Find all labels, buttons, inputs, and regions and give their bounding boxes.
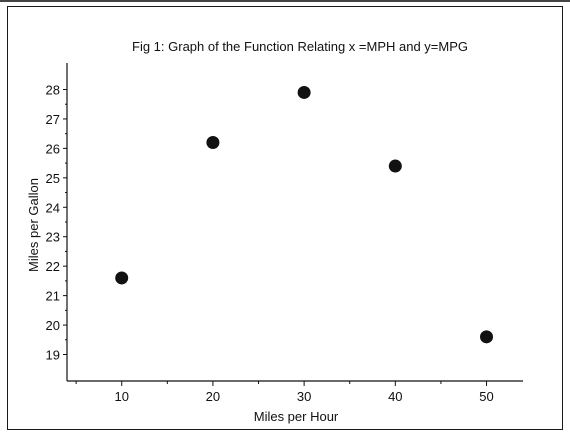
y-axis-label: Miles per Gallon (26, 178, 41, 272)
top-border-line (0, 0, 570, 2)
y-tick-label: 19 (46, 348, 60, 363)
x-tick-label: 20 (206, 389, 220, 404)
y-tick-label: 23 (46, 230, 60, 245)
y-tick-label: 27 (46, 112, 60, 127)
y-ticks: 19 20 21 22 23 24 25 26 27 28 (46, 83, 67, 363)
data-point (115, 271, 129, 285)
x-axis-label: Miles per Hour (254, 409, 339, 424)
y-tick-label: 22 (46, 259, 60, 274)
data-points (115, 85, 494, 344)
axes (66, 63, 523, 382)
y-tick-label: 28 (46, 83, 60, 98)
x-tick-label: 30 (297, 389, 311, 404)
x-tick-label: 10 (114, 389, 128, 404)
data-point (388, 159, 402, 173)
x-ticks: 10 20 30 40 50 (75, 381, 494, 404)
y-tick-label: 26 (46, 141, 60, 156)
y-tick-label: 25 (46, 171, 60, 186)
y-tick-label: 20 (46, 318, 60, 333)
data-point (480, 330, 494, 344)
x-tick-label: 40 (388, 389, 402, 404)
chart-title: Fig 1: Graph of the Function Relating x … (132, 39, 468, 54)
y-tick-label: 24 (46, 200, 60, 215)
x-tick-label: 50 (479, 389, 493, 404)
data-point (297, 85, 311, 99)
y-tick-label: 21 (46, 289, 60, 304)
data-point (206, 136, 220, 149)
chart-frame (7, 6, 563, 430)
